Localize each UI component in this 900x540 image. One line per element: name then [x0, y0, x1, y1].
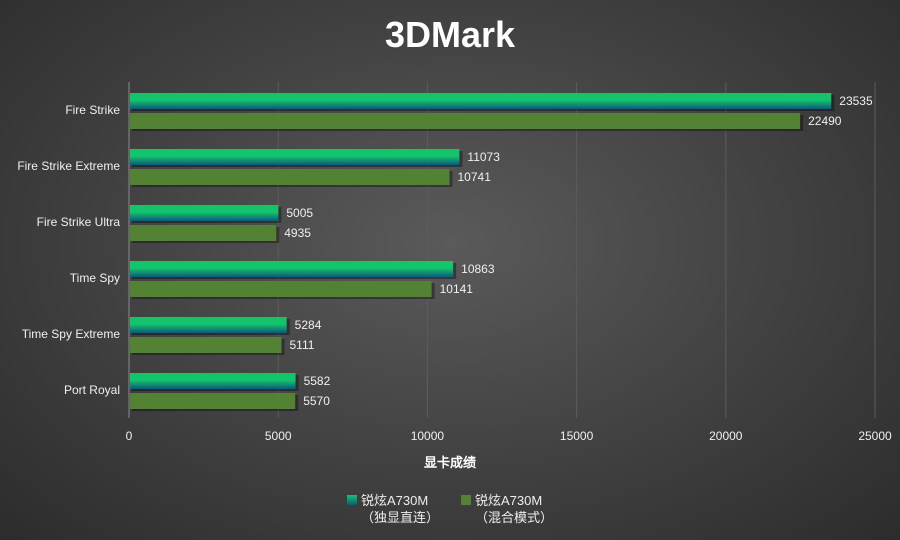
bar — [130, 393, 296, 409]
data-label: 5284 — [295, 318, 322, 332]
category-label: Fire Strike Ultra — [37, 215, 121, 229]
bar — [130, 205, 279, 221]
category-label: Fire Strike — [65, 103, 120, 117]
x-tick-label: 5000 — [265, 429, 292, 443]
data-label: 4935 — [284, 226, 311, 240]
data-label: 10141 — [440, 282, 474, 296]
data-label: 5005 — [286, 206, 313, 220]
data-label: 10863 — [461, 262, 495, 276]
data-label: 22490 — [808, 114, 842, 128]
data-label: 5582 — [304, 374, 331, 388]
data-label: 10741 — [458, 170, 492, 184]
category-label: Time Spy Extreme — [22, 327, 121, 341]
legend-sublabel: （混合模式） — [475, 510, 554, 525]
data-label: 5570 — [303, 394, 330, 408]
data-label: 23535 — [839, 94, 873, 108]
bar — [130, 169, 450, 185]
bar — [130, 337, 282, 353]
bar — [130, 93, 832, 109]
data-label: 11073 — [467, 150, 500, 164]
legend-item-discrete: 锐炫A730M （独显直连） — [346, 492, 439, 526]
bar — [130, 281, 432, 297]
category-label: Port Royal — [64, 383, 120, 397]
data-label: 5111 — [290, 338, 315, 352]
bar — [130, 113, 801, 129]
bar — [130, 261, 454, 277]
legend-item-hybrid: 锐炫A730M （混合模式） — [461, 492, 553, 526]
category-label: Fire Strike Extreme — [17, 159, 120, 173]
x-tick-label: 25000 — [858, 429, 892, 443]
bar — [130, 373, 296, 389]
legend-label: 锐炫A730M — [360, 493, 429, 508]
bar — [130, 225, 277, 241]
x-tick-label: 10000 — [411, 429, 445, 443]
legend-sublabel: （独显直连） — [360, 510, 439, 525]
category-label: Time Spy — [70, 271, 120, 285]
legend-swatch — [461, 495, 471, 505]
x-axis-label: 显卡成绩 — [423, 455, 476, 470]
x-tick-label: 15000 — [560, 429, 594, 443]
bar — [130, 149, 460, 165]
bar — [130, 317, 287, 333]
chart-title: 3DMark — [384, 14, 516, 55]
x-tick-label: 0 — [126, 429, 133, 443]
legend: 锐炫A730M （独显直连） 锐炫A730M （混合模式） — [0, 492, 900, 526]
legend-label: 锐炫A730M — [475, 493, 543, 508]
legend-swatch — [346, 495, 357, 505]
x-tick-label: 20000 — [709, 429, 743, 443]
